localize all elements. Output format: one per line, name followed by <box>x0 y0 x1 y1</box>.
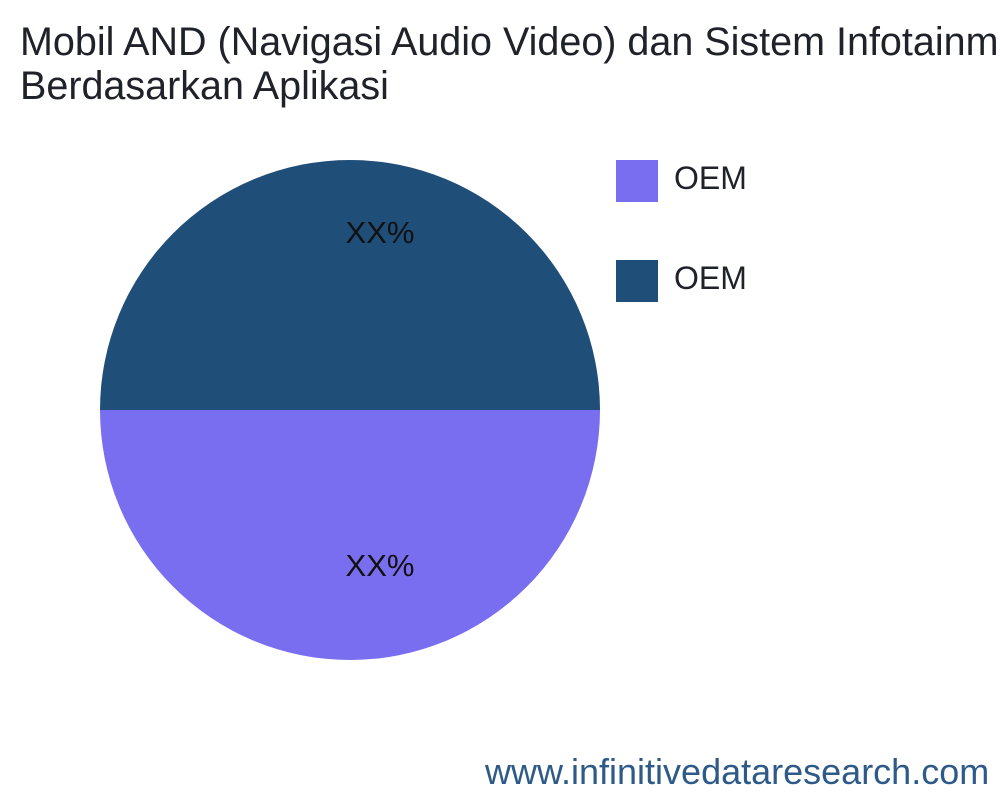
svg-text:XX%: XX% <box>346 548 415 583</box>
svg-text:XX%: XX% <box>346 215 415 250</box>
